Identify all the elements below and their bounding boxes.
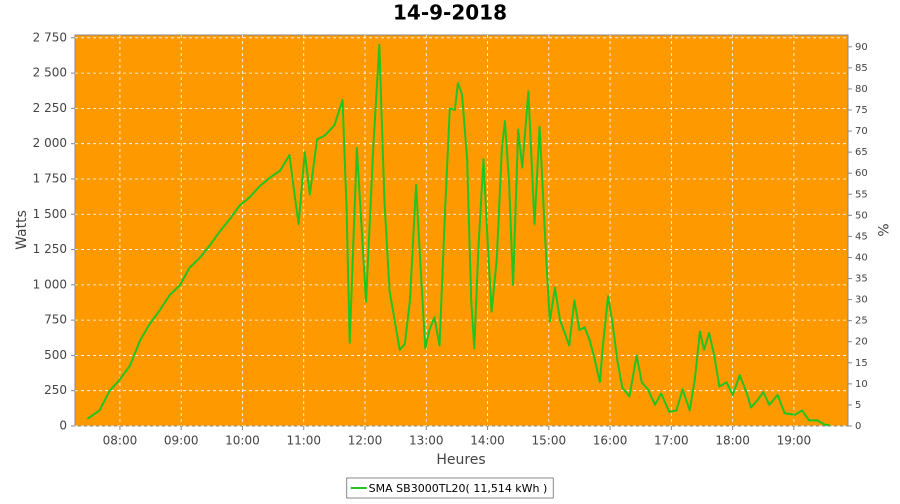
x-tick-label: 18:00 xyxy=(715,434,750,448)
y2-tick-label: 20 xyxy=(855,337,868,348)
y2-tick-label: 30 xyxy=(855,295,868,306)
y-tick-label: 2 750 xyxy=(33,30,67,44)
x-axis-label: Heures xyxy=(436,452,485,468)
y2-tick-label: 10 xyxy=(855,379,868,390)
x-tick-label: 13:00 xyxy=(409,434,444,448)
legend-label: SMA SB3000TL20( 11,514 kWh ) xyxy=(369,482,548,495)
line xyxy=(86,43,830,427)
y2-tick-label: 35 xyxy=(855,274,868,285)
y-tick-label: 0 xyxy=(59,419,67,433)
y-tick-label: 1 500 xyxy=(33,207,67,221)
y2-tick-label: 80 xyxy=(855,84,868,95)
y2-tick-label: 50 xyxy=(855,210,868,221)
y2-tick-label: 15 xyxy=(855,358,868,369)
y2-tick-label: 75 xyxy=(855,105,868,116)
x-tick-label: 16:00 xyxy=(593,434,628,448)
x-tick-label: 09:00 xyxy=(164,434,199,448)
y-tick-label: 1 000 xyxy=(33,277,67,291)
x-tick-label: 19:00 xyxy=(777,434,812,448)
x-tick-label: 17:00 xyxy=(654,434,689,448)
y-tick-label: 250 xyxy=(44,383,67,397)
legend-box xyxy=(346,477,554,499)
x-tick-label: 10:00 xyxy=(225,434,260,448)
y2-tick-label: 55 xyxy=(855,189,868,200)
y2-tick-label: 90 xyxy=(855,42,868,53)
y2-tick-label: 85 xyxy=(855,63,868,74)
y2-tick-label: 65 xyxy=(855,147,868,158)
y-axis-label: Watts xyxy=(14,210,30,250)
x-tick-label: 11:00 xyxy=(286,434,321,448)
y-tick-label: 2 500 xyxy=(33,66,67,80)
y2-tick-label: 45 xyxy=(855,231,868,242)
y-tick-label: 500 xyxy=(44,348,67,362)
y-tick-label: 750 xyxy=(44,313,67,327)
y2-tick-label: 40 xyxy=(855,252,868,263)
x-tick-label: 15:00 xyxy=(532,434,567,448)
y-tick-label: 2 250 xyxy=(33,101,67,115)
y2-tick-label: 60 xyxy=(855,168,868,179)
y-tick-label: 2 000 xyxy=(33,136,67,150)
y-tick-label: 1 750 xyxy=(33,171,67,185)
y2-tick-label: 0 xyxy=(855,421,861,432)
y2-axis-label: % xyxy=(874,223,890,236)
x-tick-label: 08:00 xyxy=(103,434,138,448)
y2-tick-label: 70 xyxy=(855,126,868,137)
x-tick-label: 12:00 xyxy=(348,434,383,448)
chart-title: 14-9-2018 xyxy=(393,1,507,25)
y2-tick-label: 25 xyxy=(855,316,868,327)
y-tick-label: 1 250 xyxy=(33,242,67,256)
x-tick-label: 14:00 xyxy=(470,434,505,448)
y2-tick-label: 5 xyxy=(855,400,861,411)
